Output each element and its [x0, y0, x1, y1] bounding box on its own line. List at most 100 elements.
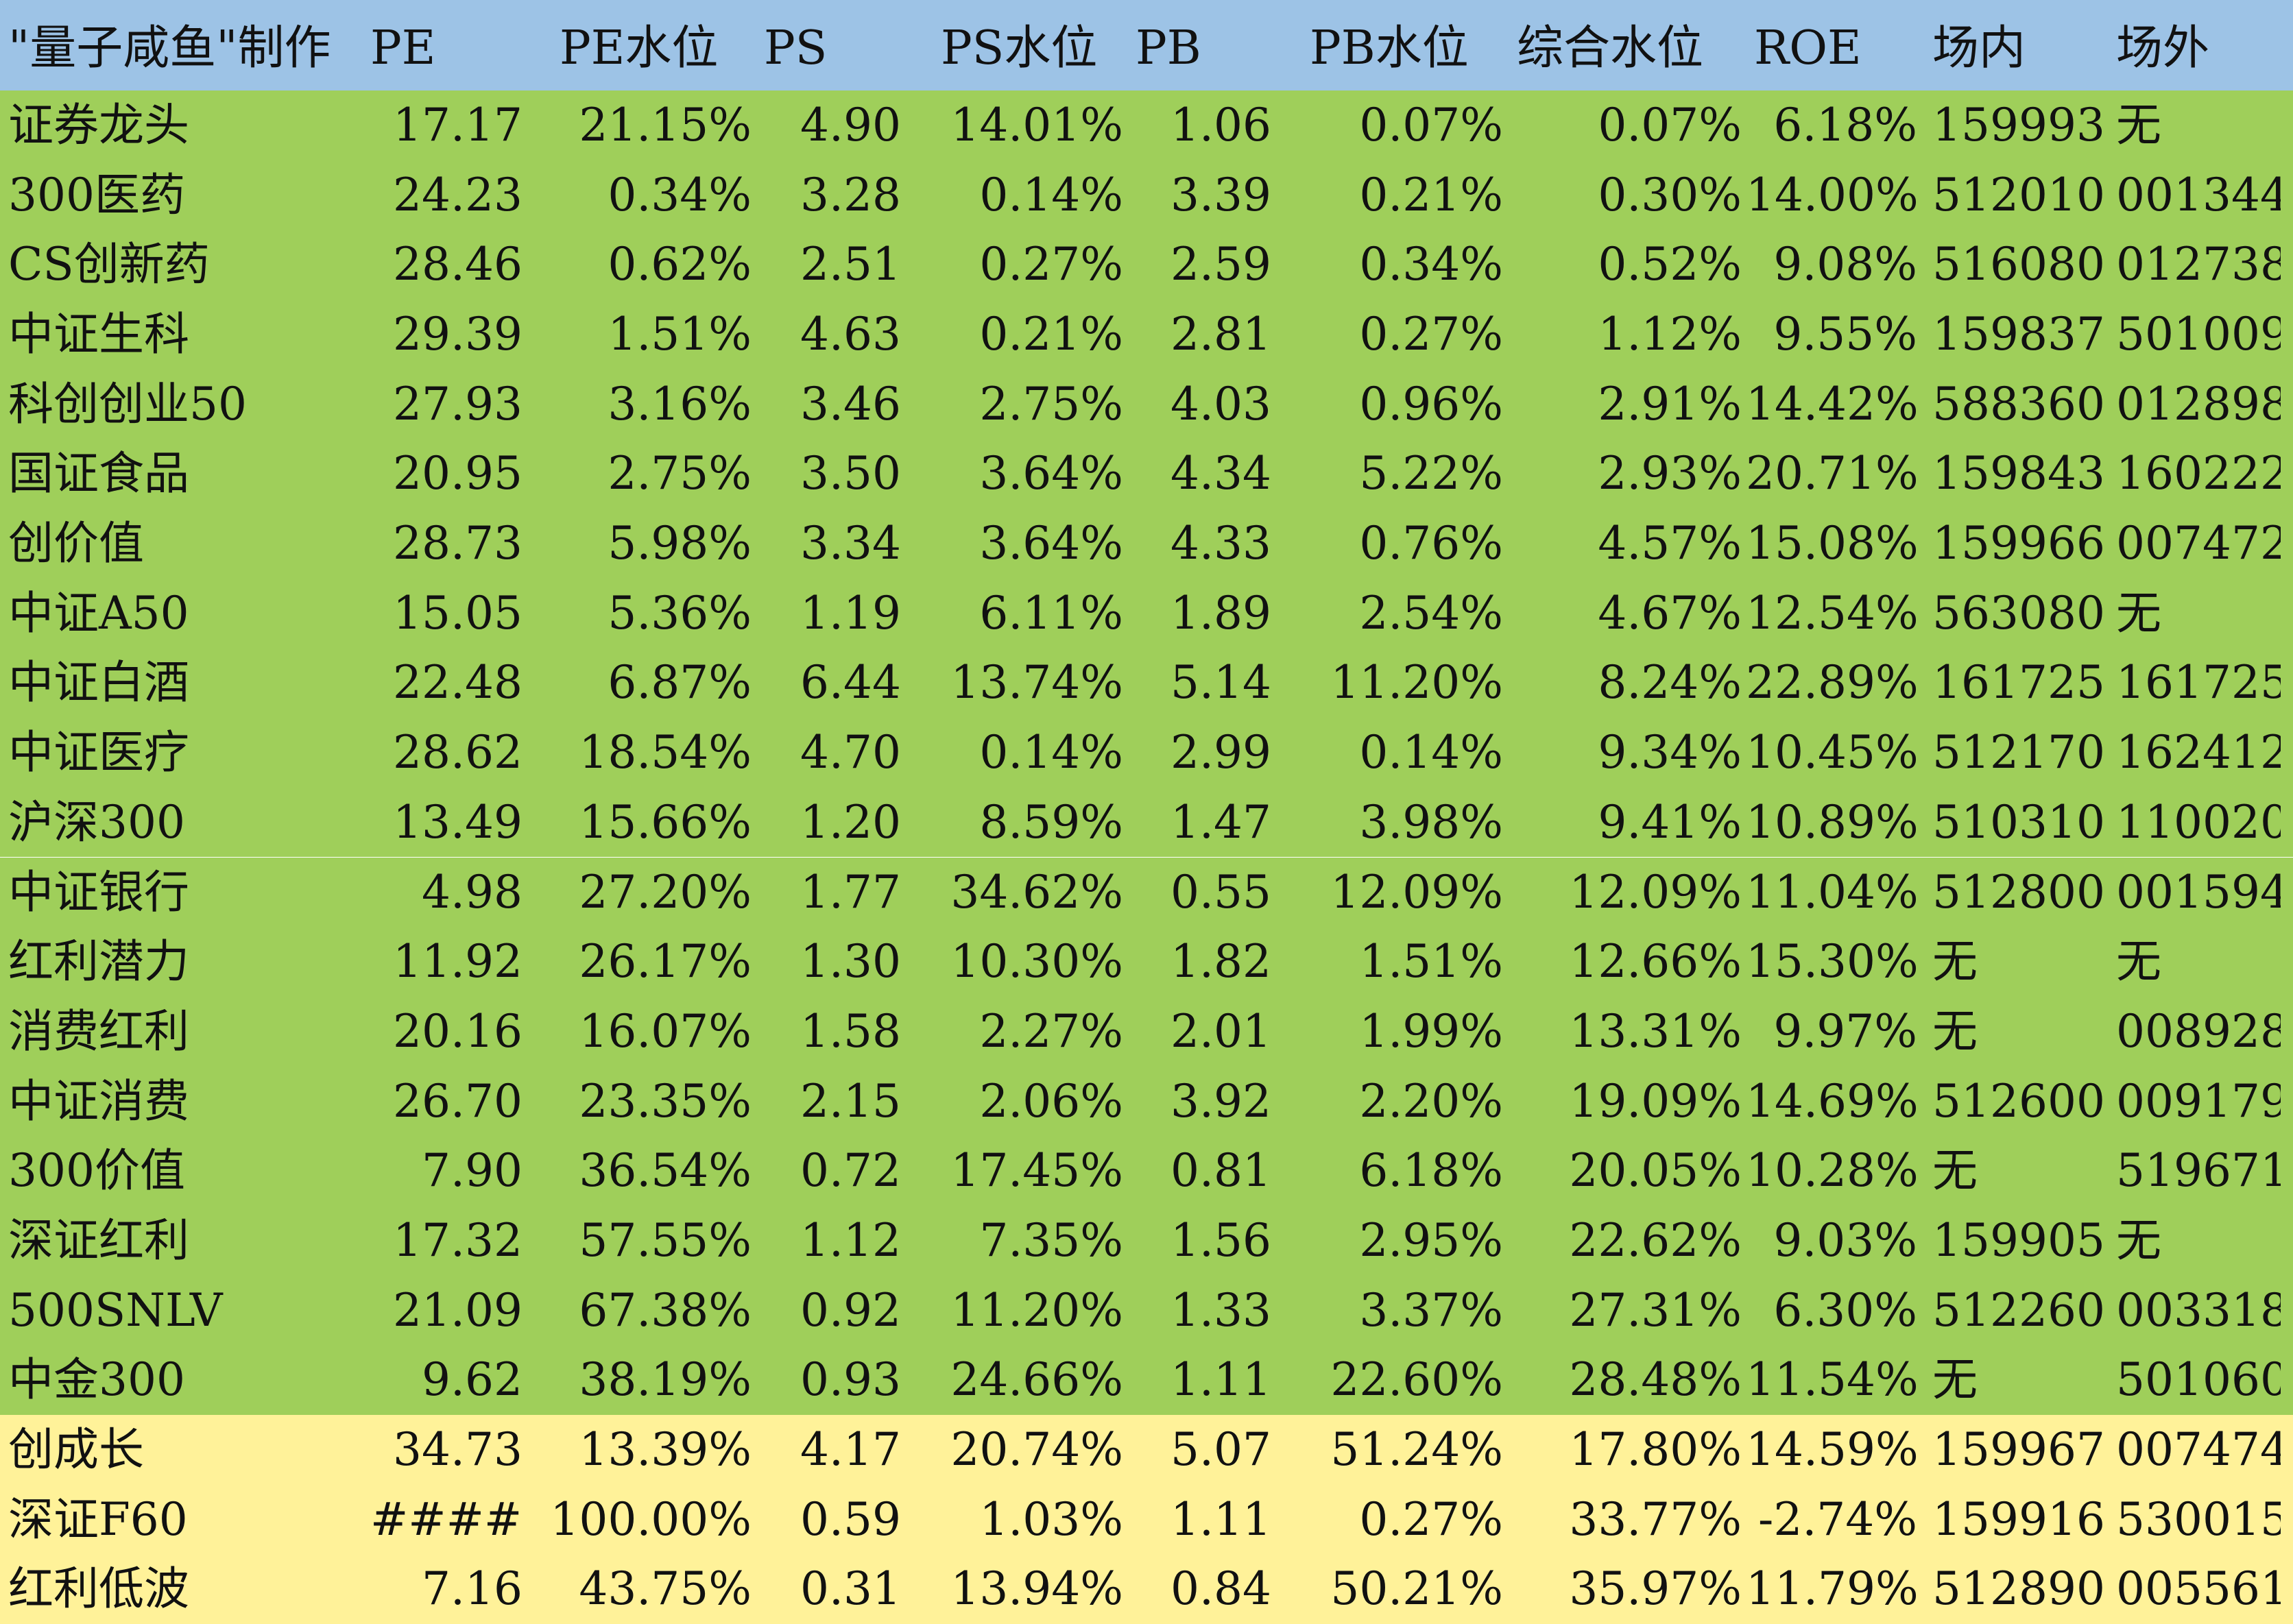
composite-level-cell: 35.97% [1569, 1562, 1742, 1616]
pe-level-cell: 16.07% [579, 1004, 752, 1058]
pb-cell: 1.11 [1170, 1492, 1271, 1546]
pe-cell: 11.92 [393, 935, 523, 989]
roe-cell: 12.54% [1746, 586, 1917, 640]
composite-level-cell: 28.48% [1569, 1353, 1742, 1407]
roe-cell: 10.28% [1746, 1144, 1917, 1198]
index-name-cell: 国证食品 [8, 447, 189, 500]
roe-cell: 9.55% [1773, 308, 1917, 361]
pb-level-cell: 22.60% [1330, 1353, 1503, 1407]
ps-level-cell: 13.94% [950, 1562, 1123, 1616]
pb-cell: 4.34 [1170, 447, 1271, 500]
composite-level-cell: 20.05% [1569, 1144, 1742, 1198]
ps-cell: 4.70 [800, 726, 901, 779]
roe-cell: 6.18% [1773, 99, 1917, 152]
pb-cell: 0.84 [1170, 1562, 1271, 1616]
pb-cell: 2.01 [1170, 1004, 1271, 1058]
pe-cell: 17.17 [393, 99, 523, 152]
table-header-row: "量子咸鱼"制作 PE PE水位 PS PS水位 PB PB水位 综合水位 RO… [0, 0, 2293, 90]
index-name-cell: 科创创业50 [8, 377, 247, 431]
otc-code-cell: 无 [2116, 99, 2161, 152]
ps-level-cell: 3.64% [979, 517, 1123, 570]
index-name-cell: 红利潜力 [8, 935, 189, 989]
exchange-code-cell: 512890 [1932, 1562, 2105, 1616]
otc-code-cell: 003318 [2116, 1283, 2281, 1337]
ps-cell: 3.46 [800, 377, 901, 431]
table-row: 中证银行 4.98 27.20% 1.77 34.62% 0.55 12.09% 12.09%… [0, 857, 2293, 928]
pb-level-cell: 0.21% [1359, 168, 1503, 221]
table-row: 中证医疗 28.62 18.54% 4.70 0.14% 2.99 0.14% 9.34% 10… [0, 718, 2293, 788]
pe-level-cell: 6.87% [608, 656, 752, 710]
pe-cell: 9.62 [422, 1353, 523, 1407]
header-pe: PE [370, 21, 436, 75]
exchange-code-cell: 159966 [1932, 517, 2105, 570]
ps-cell: 4.17 [800, 1422, 901, 1476]
table-row: 沪深300 13.49 15.66% 1.20 8.59% 1.47 3.98% 9.41% 1… [0, 787, 2293, 858]
exchange-code-cell: 588360 [1932, 377, 2105, 431]
ps-level-cell: 14.01% [950, 99, 1123, 152]
pe-level-cell: 27.20% [579, 865, 752, 919]
exchange-code-cell: 512170 [1932, 726, 2105, 779]
roe-cell: 14.42% [1746, 377, 1917, 431]
otc-code-cell: 无 [2116, 1213, 2161, 1267]
otc-code-cell: 007472 [2116, 517, 2281, 570]
index-name-cell: 300价值 [8, 1144, 185, 1198]
pb-level-cell: 50.21% [1330, 1562, 1503, 1616]
ps-cell: 0.93 [800, 1353, 901, 1407]
composite-level-cell: 9.34% [1598, 726, 1742, 779]
table-row: 深证红利 17.32 57.55% 1.12 7.35% 1.56 2.95% 22.62% 9… [0, 1205, 2293, 1276]
exchange-code-cell: 563080 [1932, 586, 2105, 640]
roe-cell: 9.03% [1773, 1213, 1917, 1267]
pb-cell: 2.99 [1170, 726, 1271, 779]
exchange-code-cell: 161725 [1932, 656, 2105, 710]
pe-level-cell: 43.75% [579, 1562, 752, 1616]
roe-cell: 14.69% [1746, 1074, 1917, 1128]
ps-level-cell: 34.62% [950, 865, 1123, 919]
otc-code-cell: 012898 [2116, 377, 2281, 431]
otc-code-cell: 110020 [2116, 795, 2281, 849]
pe-level-cell: 100.00% [550, 1492, 752, 1546]
pb-cell: 1.56 [1170, 1213, 1271, 1267]
header-exchange-code: 场内 [1932, 21, 2026, 75]
otc-code-cell: 无 [2116, 586, 2161, 640]
pb-level-cell: 0.96% [1359, 377, 1503, 431]
composite-level-cell: 8.24% [1598, 656, 1742, 710]
pb-cell: 1.11 [1170, 1353, 1271, 1407]
table-row: 中证生科 29.39 1.51% 4.63 0.21% 2.81 0.27% 1.12% 9.5… [0, 300, 2293, 369]
composite-level-cell: 0.52% [1598, 238, 1742, 291]
pe-cell: 13.49 [393, 795, 523, 849]
roe-cell: 22.89% [1746, 656, 1917, 710]
pb-cell: 2.59 [1170, 238, 1271, 291]
pe-level-cell: 15.66% [579, 795, 752, 849]
pe-cell: 4.98 [422, 865, 523, 919]
pb-cell: 1.89 [1170, 586, 1271, 640]
pb-level-cell: 12.09% [1330, 865, 1503, 919]
ps-cell: 0.92 [800, 1283, 901, 1337]
pe-level-cell: 67.38% [579, 1283, 752, 1337]
ps-cell: 0.31 [800, 1562, 901, 1616]
pe-cell: 7.16 [422, 1562, 523, 1616]
table-row: 创价值 28.73 5.98% 3.34 3.64% 4.33 0.76% 4.57% 15.0… [0, 509, 2293, 579]
table-row: 证券龙头 17.17 21.15% 4.90 14.01% 1.06 0.07% 0.07% 6… [0, 90, 2293, 160]
otc-code-cell: 009179 [2116, 1074, 2281, 1128]
ps-cell: 2.51 [800, 238, 901, 291]
header-pe-level: PE水位 [560, 21, 719, 75]
pe-cell: 26.70 [393, 1074, 523, 1128]
table-row: 中证白酒 22.48 6.87% 6.44 13.74% 5.14 11.20% 8.24% 2… [0, 648, 2293, 718]
pe-cell: 34.73 [393, 1422, 523, 1476]
composite-level-cell: 1.12% [1598, 308, 1742, 361]
composite-level-cell: 33.77% [1569, 1492, 1742, 1546]
pb-level-cell: 0.07% [1359, 99, 1503, 152]
roe-cell: 15.30% [1746, 935, 1917, 989]
ps-level-cell: 13.74% [950, 656, 1123, 710]
pe-cell: 20.95 [393, 447, 523, 500]
table-row: 创成长 34.73 13.39% 4.17 20.74% 5.07 51.24% 17.80%… [0, 1414, 2293, 1485]
index-name-cell: 300医药 [8, 168, 185, 221]
pb-level-cell: 0.27% [1359, 1492, 1503, 1546]
roe-cell: 11.79% [1746, 1562, 1917, 1616]
pe-cell: ###### [370, 1492, 523, 1546]
header-otc-code: 场外 [2116, 21, 2210, 75]
index-name-cell: 中证生科 [8, 308, 189, 361]
otc-code-cell: 530015 [2116, 1492, 2281, 1546]
table-row: 国证食品 20.95 2.75% 3.50 3.64% 4.34 5.22% 2.93% 20.… [0, 439, 2293, 509]
